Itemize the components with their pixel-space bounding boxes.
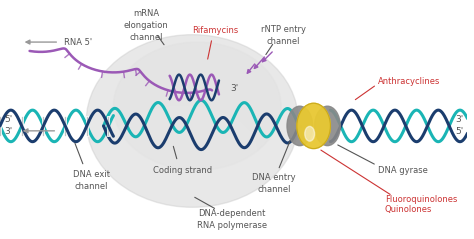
Text: 3': 3'	[4, 127, 12, 136]
Text: Fluoroquinolones: Fluoroquinolones	[384, 195, 457, 204]
Text: DNA entry
channel: DNA entry channel	[252, 173, 296, 194]
Text: rNTP entry
channel: rNTP entry channel	[261, 25, 306, 46]
Ellipse shape	[86, 35, 298, 207]
Text: 5': 5'	[456, 127, 464, 136]
Ellipse shape	[287, 106, 313, 146]
Text: Quinolones: Quinolones	[384, 205, 432, 214]
Text: Coding strand: Coding strand	[153, 166, 212, 175]
Ellipse shape	[305, 126, 315, 141]
Text: Rifamycins: Rifamycins	[192, 26, 238, 35]
Text: DNA gyrase: DNA gyrase	[378, 166, 428, 175]
Text: RNA 5': RNA 5'	[64, 38, 92, 47]
Ellipse shape	[113, 42, 281, 170]
Text: mRNA
elongation
channel: mRNA elongation channel	[124, 9, 168, 42]
Text: 3': 3'	[230, 84, 238, 93]
Text: 5': 5'	[4, 115, 12, 125]
Text: Anthracyclines: Anthracyclines	[378, 77, 440, 86]
Text: DNA exit
channel: DNA exit channel	[73, 170, 110, 190]
Ellipse shape	[109, 106, 256, 195]
Text: 3': 3'	[456, 115, 464, 125]
Text: DNA-dependent
RNA polymerase: DNA-dependent RNA polymerase	[197, 209, 267, 230]
Ellipse shape	[315, 106, 340, 146]
Ellipse shape	[297, 103, 330, 149]
